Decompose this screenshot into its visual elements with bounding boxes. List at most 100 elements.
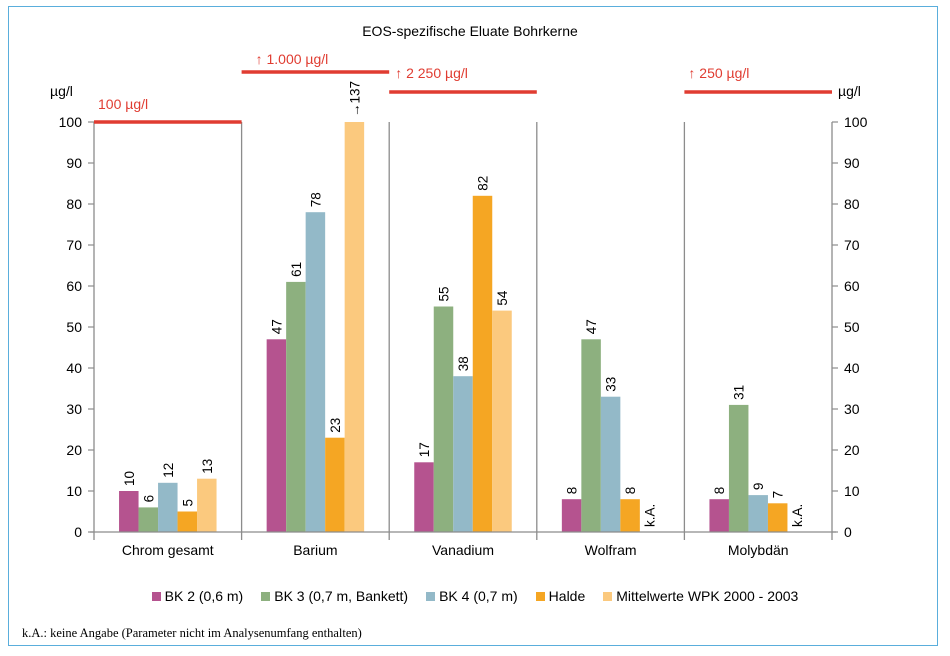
y-tick-label-right: 20 — [844, 442, 860, 458]
y-tick-label-left: 50 — [66, 319, 82, 335]
bar — [177, 511, 198, 532]
data-label: 6 — [141, 495, 156, 503]
legend-item: BK 2 (0,6 m) — [151, 588, 244, 604]
legend-label: BK 4 (0,7 m) — [439, 588, 518, 604]
bar — [709, 499, 729, 532]
bar — [453, 376, 473, 532]
bar — [600, 396, 621, 532]
data-label: 10 — [122, 471, 137, 486]
bar — [266, 339, 287, 532]
y-tick-label-right: 80 — [844, 196, 860, 212]
bar — [492, 310, 512, 532]
data-label: 78 — [308, 192, 323, 207]
bar — [344, 122, 365, 532]
y-tick-label-right: 90 — [844, 155, 860, 171]
footnote: k.A.: keine Angabe (Parameter nicht im A… — [22, 626, 362, 640]
data-label: 7 — [771, 491, 786, 499]
y-tick-label-left: 60 — [66, 278, 82, 294]
legend-item: Mittelwerte WPK 2000 - 2003 — [603, 588, 798, 604]
data-label: 8 — [712, 487, 727, 495]
data-label: 8 — [565, 487, 580, 495]
data-label: 47 — [584, 319, 599, 334]
bar — [472, 195, 493, 533]
legend-swatch — [261, 591, 271, 601]
data-label: 9 — [751, 483, 766, 491]
bar — [728, 404, 749, 532]
y-axis-label-left: µg/l — [50, 83, 73, 99]
y-tick-label-right: 50 — [844, 319, 860, 335]
data-label: 38 — [456, 356, 471, 371]
bar — [286, 281, 306, 532]
data-label: 13 — [200, 459, 215, 474]
chart-legend: BK 2 (0,6 m) BK 3 (0,7 m, Bankett) BK 4 (0… — [0, 588, 950, 604]
limit-label: ↑ 1.000 µg/l — [256, 51, 329, 67]
data-label: 33 — [604, 377, 619, 392]
legend-swatch — [603, 591, 613, 601]
bar — [414, 462, 434, 532]
legend-item: BK 3 (0,7 m, Bankett) — [261, 588, 408, 604]
data-label: 17 — [417, 442, 432, 457]
y-tick-label-left: 30 — [66, 401, 82, 417]
legend-label: BK 3 (0,7 m, Bankett) — [274, 588, 409, 604]
bar — [325, 437, 345, 532]
legend-item: Halde — [535, 588, 586, 604]
bar — [119, 491, 139, 532]
data-label: 55 — [437, 286, 452, 301]
data-label: 31 — [732, 385, 747, 400]
y-tick-label-right: 0 — [844, 524, 852, 540]
bar — [197, 478, 217, 532]
bar — [620, 499, 640, 532]
bar — [158, 482, 178, 532]
y-tick-label-left: 80 — [66, 196, 82, 212]
bar — [767, 503, 788, 532]
y-tick-label-right: 70 — [844, 237, 860, 253]
bar — [748, 495, 768, 532]
bar — [581, 339, 601, 532]
data-label: →137 — [347, 81, 362, 117]
y-tick-label-right: 40 — [844, 360, 860, 376]
bar — [433, 306, 454, 532]
data-label: 23 — [328, 418, 343, 433]
y-tick-label-right: 30 — [844, 401, 860, 417]
legend-swatch — [426, 591, 436, 601]
y-tick-label-left: 10 — [66, 483, 82, 499]
y-tick-label-left: 40 — [66, 360, 82, 376]
y-tick-label-right: 100 — [844, 114, 868, 130]
legend-swatch — [151, 591, 161, 601]
limit-label: ↑ 250 µg/l — [688, 65, 749, 81]
data-label: k.A. — [643, 504, 658, 527]
legend-label: BK 2 (0,6 m) — [164, 588, 244, 604]
y-tick-label-left: 100 — [59, 114, 83, 130]
data-label: 12 — [161, 463, 176, 478]
y-tick-label-left: 20 — [66, 442, 82, 458]
x-tick-label: Chrom gesamt — [122, 542, 214, 558]
data-label: 8 — [623, 487, 638, 495]
legend-swatch — [535, 591, 545, 601]
x-tick-label: Wolfram — [585, 542, 637, 558]
x-tick-label: Vanadium — [432, 542, 494, 558]
data-label: 82 — [476, 176, 491, 191]
x-tick-label: Molybdän — [728, 542, 789, 558]
legend-label: Halde — [548, 588, 586, 604]
limit-label: ↑ 2 250 µg/l — [395, 65, 468, 81]
x-tick-label: Barium — [293, 542, 337, 558]
chart-title: EOS-spezifische Eluate Bohrkerne — [362, 23, 578, 39]
bar — [305, 212, 326, 532]
legend-label: Mittelwerte WPK 2000 - 2003 — [616, 588, 799, 604]
y-tick-label-right: 10 — [844, 483, 860, 499]
legend-item: BK 4 (0,7 m) — [426, 588, 518, 604]
y-tick-label-left: 0 — [74, 524, 82, 540]
y-tick-label-left: 70 — [66, 237, 82, 253]
limit-label: 100 µg/l — [98, 96, 148, 112]
y-tick-label-right: 60 — [844, 278, 860, 294]
y-tick-label-left: 90 — [66, 155, 82, 171]
data-label: 54 — [495, 290, 510, 306]
data-label: 47 — [269, 319, 284, 334]
y-axis-label-right: µg/l — [838, 83, 861, 99]
data-label: k.A. — [790, 504, 805, 527]
bar — [138, 507, 159, 532]
bar — [561, 499, 582, 532]
data-label: 61 — [289, 262, 304, 277]
data-label: 5 — [180, 499, 195, 507]
